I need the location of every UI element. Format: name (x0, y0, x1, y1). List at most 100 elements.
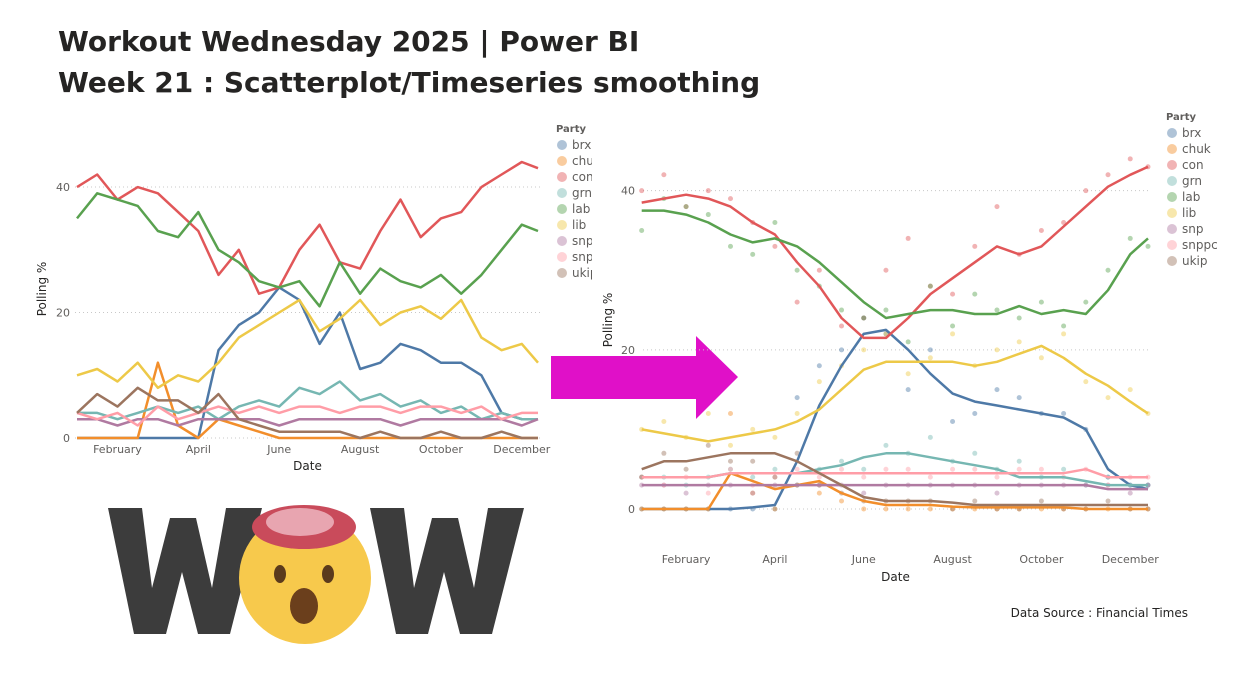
arrow (551, 336, 738, 419)
legend-label: snppc (1182, 238, 1218, 252)
legend-swatch (1167, 128, 1177, 138)
legend-label: ukip (572, 266, 598, 280)
data-point (772, 220, 778, 226)
legend-title: Party (1166, 112, 1197, 123)
data-point (861, 315, 867, 321)
y-tick-label: 0 (628, 503, 635, 516)
data-point (1083, 299, 1089, 305)
data-point (1016, 466, 1022, 472)
data-point (972, 291, 978, 297)
wow-logo (108, 505, 524, 644)
left-legend: Party brx chuk con grn lab lib snp snppc ukip (556, 124, 598, 280)
y-axis-title: Polling % (35, 262, 49, 317)
legend-label: con (1182, 158, 1204, 172)
data-point (950, 466, 956, 472)
legend-label: lib (572, 218, 586, 232)
data-point (794, 466, 800, 472)
series-line (77, 417, 539, 427)
data-point (1016, 395, 1022, 401)
x-tick-label: June (851, 553, 876, 566)
series-line (77, 286, 538, 440)
x-tick-label: February (93, 443, 142, 456)
data-point (905, 387, 911, 393)
data-point (705, 188, 711, 194)
series-line (76, 192, 539, 308)
legend-label: lib (1182, 206, 1196, 220)
data-point (705, 411, 711, 417)
legend-label: lab (572, 202, 590, 216)
data-point (727, 196, 733, 202)
data-point (927, 283, 933, 289)
data-point (861, 506, 867, 512)
data-point (1016, 458, 1022, 464)
x-tick-label: June (266, 443, 291, 456)
legend-swatch (557, 236, 567, 246)
y-tick-label: 40 (621, 185, 635, 198)
data-point (994, 204, 1000, 210)
y-tick-label: 0 (63, 432, 70, 445)
data-point (772, 434, 778, 440)
data-point (1038, 498, 1044, 504)
series-line (641, 328, 1149, 511)
legend-swatch (557, 188, 567, 198)
data-point (972, 411, 978, 417)
data-point (927, 506, 933, 512)
data-point (1061, 323, 1067, 329)
legend-label: grn (1182, 174, 1202, 188)
x-tick-label: December (1102, 553, 1160, 566)
data-point (883, 466, 889, 472)
data-point (905, 466, 911, 472)
data-point (861, 466, 867, 472)
data-point (816, 474, 822, 480)
x-tick-label: October (1019, 553, 1063, 566)
legend-swatch (557, 140, 567, 150)
data-point (772, 466, 778, 472)
data-point (1083, 379, 1089, 385)
data-point (883, 442, 889, 448)
data-point (750, 474, 756, 480)
data-point (1038, 227, 1044, 233)
data-point (1105, 172, 1111, 178)
x-tick-label: August (933, 553, 972, 566)
legend-swatch (557, 156, 567, 166)
data-point (905, 339, 911, 345)
data-point (994, 387, 1000, 393)
data-point (816, 267, 822, 273)
data-point (1105, 498, 1111, 504)
series-line (641, 209, 1149, 320)
legend-title: Party (556, 124, 587, 135)
data-point (750, 426, 756, 432)
data-point (683, 204, 689, 210)
series-line (77, 380, 538, 421)
legend-swatch (557, 268, 567, 278)
data-point (950, 323, 956, 329)
legend-label: brx (572, 138, 591, 152)
data-point (905, 506, 911, 512)
x-axis-title: Date (881, 570, 910, 584)
data-point (727, 243, 733, 249)
series-line (641, 344, 1149, 443)
data-point (883, 506, 889, 512)
data-point (839, 458, 845, 464)
data-point (1016, 339, 1022, 345)
data-point (972, 450, 978, 456)
data-point (772, 474, 778, 480)
series-line (76, 160, 539, 295)
data-point (772, 506, 778, 512)
data-point (750, 458, 756, 464)
data-point (927, 434, 933, 440)
data-point (861, 474, 867, 480)
legend-label: brx (1182, 126, 1201, 140)
data-point (905, 371, 911, 377)
legend-swatch (1167, 144, 1177, 154)
series-line (76, 405, 538, 427)
legend-label: con (572, 170, 594, 184)
data-point (1105, 395, 1111, 401)
y-tick-label: 20 (56, 307, 70, 320)
data-point (705, 442, 711, 448)
data-point (639, 227, 645, 233)
data-point (1127, 490, 1133, 496)
series-line (76, 298, 539, 390)
title-line-2: Week 21 : Scatterplot/Timeseries smoothi… (58, 66, 760, 99)
